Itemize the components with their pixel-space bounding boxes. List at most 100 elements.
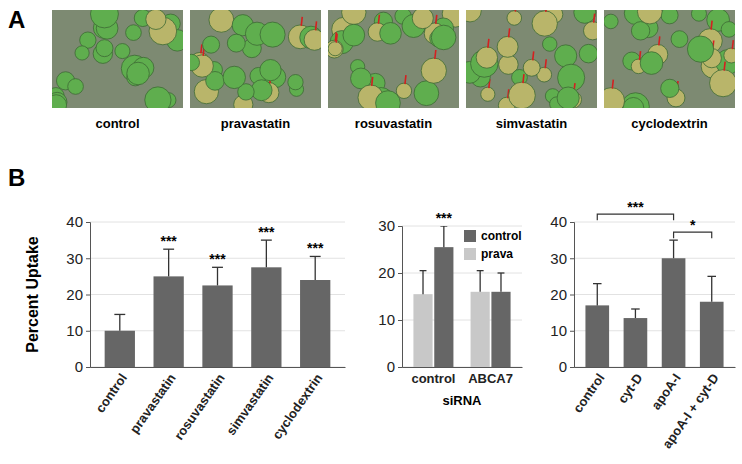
y-tick: 40 <box>550 213 574 230</box>
y-tick-mark <box>570 331 574 332</box>
legend-swatch <box>464 230 476 242</box>
cell <box>209 10 234 32</box>
significance-label: *** <box>258 224 275 240</box>
error-bar-cap <box>440 226 447 227</box>
cell <box>431 25 456 50</box>
error-bar-cap <box>420 270 427 271</box>
micrograph <box>52 10 183 108</box>
y-tick-label: 0 <box>387 358 395 375</box>
cell <box>637 10 662 24</box>
cell <box>68 79 84 95</box>
error-bar-stem <box>266 240 267 267</box>
y-tick-mark <box>398 367 402 368</box>
chart: 010203040controlpravastatinrosuvastatins… <box>24 213 346 442</box>
legend: control prava <box>464 229 522 261</box>
y-tick-label: 10 <box>550 322 567 339</box>
x-tick: control <box>411 367 455 386</box>
x-axis-title: siRNA <box>442 393 482 408</box>
error-bar-stem <box>422 271 423 295</box>
cell <box>640 52 663 75</box>
legend-swatch <box>464 248 476 260</box>
arrow <box>301 17 302 26</box>
panel-label: A <box>8 6 25 33</box>
cell <box>661 79 679 97</box>
error-bar-stem <box>443 226 444 247</box>
y-tick-label: 10 <box>66 322 83 339</box>
y-tick: 20 <box>66 286 90 303</box>
x-tick: simvastatin <box>223 367 276 438</box>
arrow <box>435 50 436 59</box>
error-bar <box>707 276 716 301</box>
y-tick-mark <box>398 273 402 274</box>
arrow <box>378 15 379 24</box>
bar <box>434 247 453 367</box>
cell <box>52 95 67 108</box>
cell <box>523 59 540 76</box>
bar <box>471 292 490 367</box>
x-tick-label: rosuvastatin <box>171 371 228 443</box>
cell <box>623 97 644 108</box>
y-tick-mark <box>86 331 90 332</box>
legend-label: control <box>481 229 522 243</box>
y-tick-label: 0 <box>75 358 83 375</box>
image-caption: pravastatin <box>221 116 290 131</box>
arrow <box>612 80 613 89</box>
cell <box>691 10 706 21</box>
grid-line <box>90 222 345 223</box>
arrow <box>594 14 595 23</box>
arrow <box>436 15 437 24</box>
cell <box>96 40 113 57</box>
cell <box>304 29 321 50</box>
y-tick-mark <box>570 367 574 368</box>
x-tick: apoA-I <box>648 367 683 412</box>
bar <box>413 294 432 367</box>
cell <box>127 62 150 85</box>
cell <box>622 93 650 108</box>
y-tick-label: 20 <box>378 264 395 281</box>
arrow <box>372 77 373 86</box>
cell <box>376 91 401 108</box>
cell <box>507 11 522 26</box>
bar <box>491 292 510 367</box>
cell <box>724 48 735 63</box>
error-bar-stem <box>217 267 218 285</box>
cell <box>288 75 303 90</box>
significance-label: *** <box>627 199 644 215</box>
cell <box>579 44 597 63</box>
arrow <box>488 39 489 48</box>
error-bar <box>593 284 602 306</box>
cell <box>380 23 402 45</box>
x-tick: pravastatin <box>127 367 179 436</box>
bar <box>105 331 135 367</box>
error-bar-stem <box>711 276 712 301</box>
cell <box>710 70 735 97</box>
micrograph <box>328 10 459 108</box>
y-tick-mark <box>86 222 90 223</box>
y-tick: 10 <box>378 311 402 328</box>
y-tick-mark <box>398 320 402 321</box>
error-bar-stem <box>168 249 169 276</box>
cell <box>543 37 557 51</box>
x-tick: control <box>92 367 130 415</box>
arrow <box>515 10 516 12</box>
x-tick-label: control <box>411 371 455 386</box>
error-bar <box>440 226 447 247</box>
image-caption: control <box>95 116 139 131</box>
y-tick-label: 10 <box>378 311 395 328</box>
error-bar <box>669 240 678 258</box>
x-tick-label: cyt-D <box>615 371 646 406</box>
arrow <box>201 44 202 53</box>
x-tick-label: simvastatin <box>223 371 276 438</box>
error-bar-cap <box>477 270 484 271</box>
arrow <box>640 51 641 60</box>
error-bar-stem <box>597 284 598 306</box>
cell <box>604 88 625 108</box>
cell <box>145 87 171 108</box>
arrow <box>316 21 317 30</box>
arrow <box>732 40 733 49</box>
legend-label: prava <box>481 247 513 261</box>
cell <box>631 22 649 40</box>
x-tick: apoA-I + cyt-D <box>659 367 722 451</box>
error-bar-cap <box>707 276 716 277</box>
micrograph <box>466 10 597 108</box>
